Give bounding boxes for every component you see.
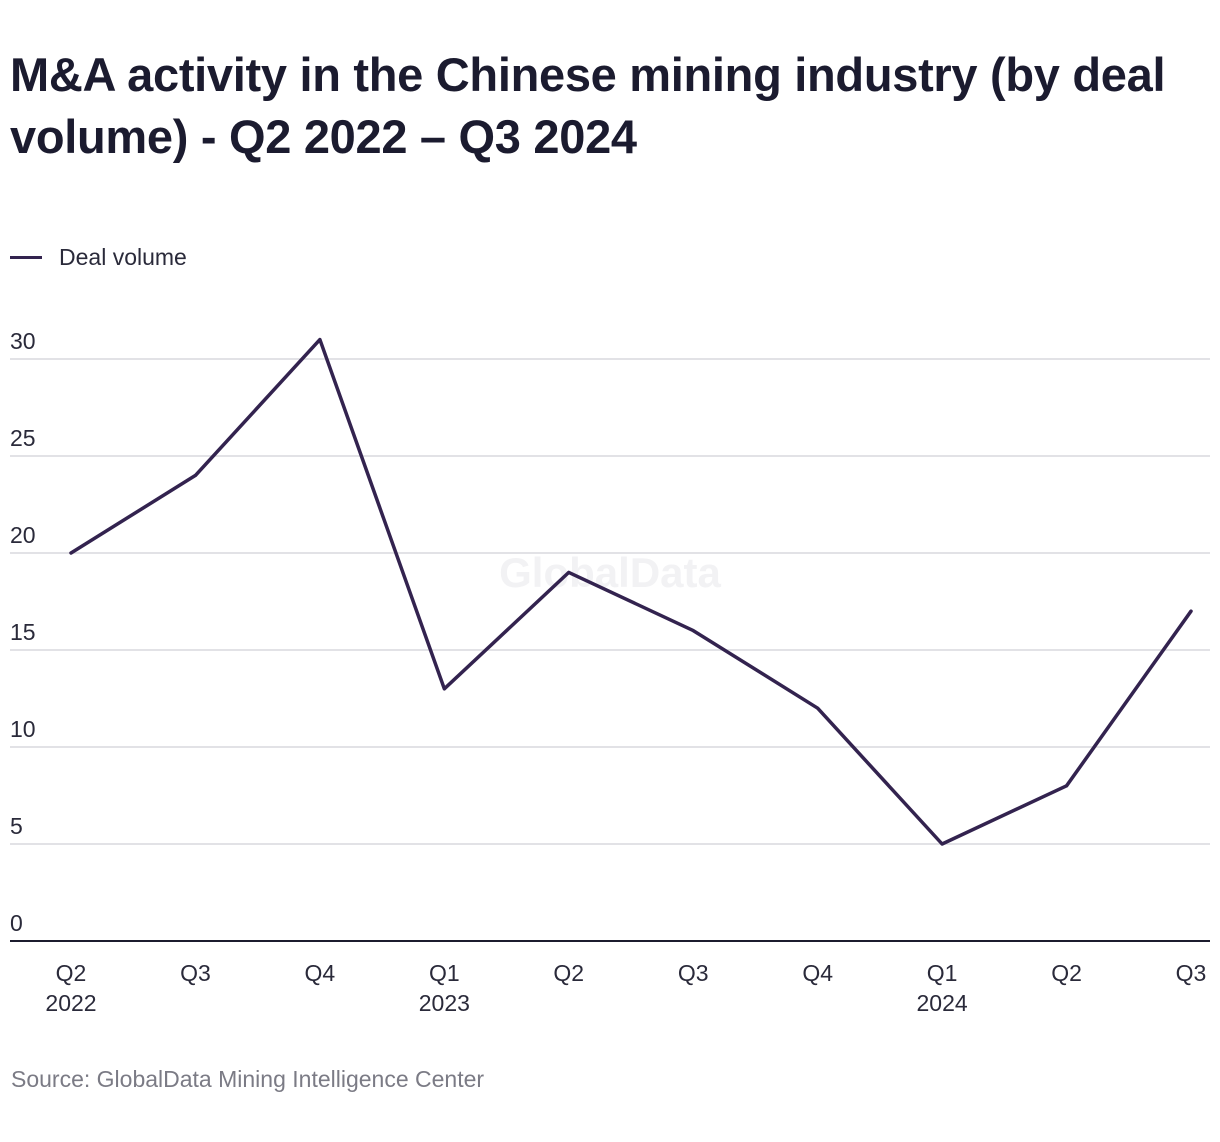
data-point — [193, 473, 197, 477]
source-note: Source: GlobalData Mining Intelligence C… — [11, 1066, 485, 1092]
watermark: GlobalData — [499, 549, 721, 596]
x-tick-label: Q3 — [1176, 960, 1207, 986]
series-line-deal-volume — [69, 337, 1193, 846]
gridlines — [10, 358, 1210, 845]
x-tick-label: Q2 — [1051, 960, 1082, 986]
data-point — [318, 338, 322, 342]
data-point — [567, 570, 571, 574]
data-point — [1189, 609, 1193, 613]
y-tick-label: 10 — [10, 716, 36, 742]
x-tick-label: Q4 — [305, 960, 336, 986]
y-tick-label: 0 — [10, 910, 23, 936]
legend-swatch — [10, 255, 42, 259]
series-deal-volume — [69, 337, 1193, 846]
y-tick-label: 5 — [10, 813, 23, 839]
x-tick-year-label: 2024 — [917, 990, 968, 1016]
x-tick-label: Q2 — [56, 960, 87, 986]
x-tick-label: Q2 — [553, 960, 584, 986]
data-point — [69, 551, 73, 555]
y-tick-label: 20 — [10, 522, 36, 548]
y-tick-label: 25 — [10, 425, 36, 451]
chart-title: M&A activity in the Chinese mining indus… — [10, 48, 1166, 163]
x-tick-year-label: 2023 — [419, 990, 470, 1016]
y-tick-label: 15 — [10, 619, 36, 645]
x-tick-label: Q4 — [802, 960, 833, 986]
data-point — [442, 687, 446, 691]
x-tick-label: Q1 — [429, 960, 460, 986]
data-point — [691, 629, 695, 633]
x-tick-label: Q3 — [678, 960, 709, 986]
legend: Deal volume — [10, 242, 187, 272]
data-point — [940, 842, 944, 846]
x-tick-label: Q3 — [180, 960, 211, 986]
data-point — [1065, 784, 1069, 788]
data-point — [816, 706, 820, 710]
y-tick-label: 30 — [10, 328, 36, 354]
x-tick-year-label: 2022 — [45, 990, 96, 1016]
y-axis-ticks: 0 5 10 15 20 25 30 — [10, 328, 36, 936]
x-tick-label: Q1 — [927, 960, 958, 986]
legend-label: Deal volume — [59, 243, 187, 270]
x-axis-ticks: Q2 2022 Q3 Q4 Q1 2023 Q2 Q3 Q4 Q1 2024 Q2 Q3 — [45, 960, 1206, 1016]
